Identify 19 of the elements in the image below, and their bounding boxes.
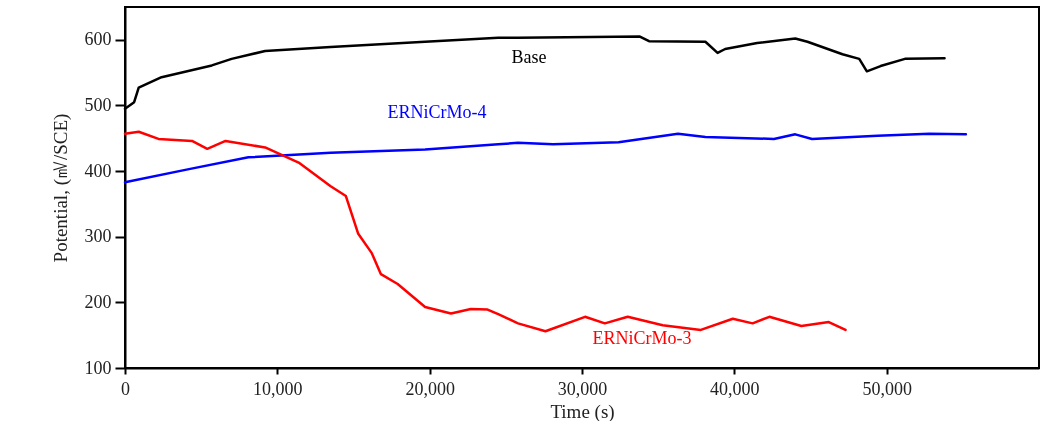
x-tick-label: 10,000 [253, 378, 303, 399]
y-axis-title: Potential, (㎷/SCE) [49, 113, 72, 263]
y-tick-label: 100 [84, 357, 112, 378]
series-label: Base [511, 47, 547, 67]
series-label: ERNiCrMo-4 [387, 102, 487, 122]
x-tick-label: 50,000 [862, 378, 912, 399]
line-series [123, 132, 968, 184]
y-tick-label: 600 [84, 29, 112, 50]
y-tick-label: 500 [84, 94, 112, 115]
x-axis-title: Time (s) [550, 400, 615, 423]
series-label: ERNiCrMo-3 [592, 328, 692, 348]
x-tick-label: 0 [121, 378, 130, 399]
x-tick-label: 30,000 [557, 378, 608, 399]
y-tick-label: 400 [84, 160, 112, 181]
x-tick-label: 40,000 [710, 378, 760, 399]
x-tick-label: 20,000 [405, 378, 455, 399]
line-series [123, 130, 847, 333]
y-tick-label: 300 [84, 226, 112, 247]
y-tick-label: 200 [84, 291, 112, 312]
